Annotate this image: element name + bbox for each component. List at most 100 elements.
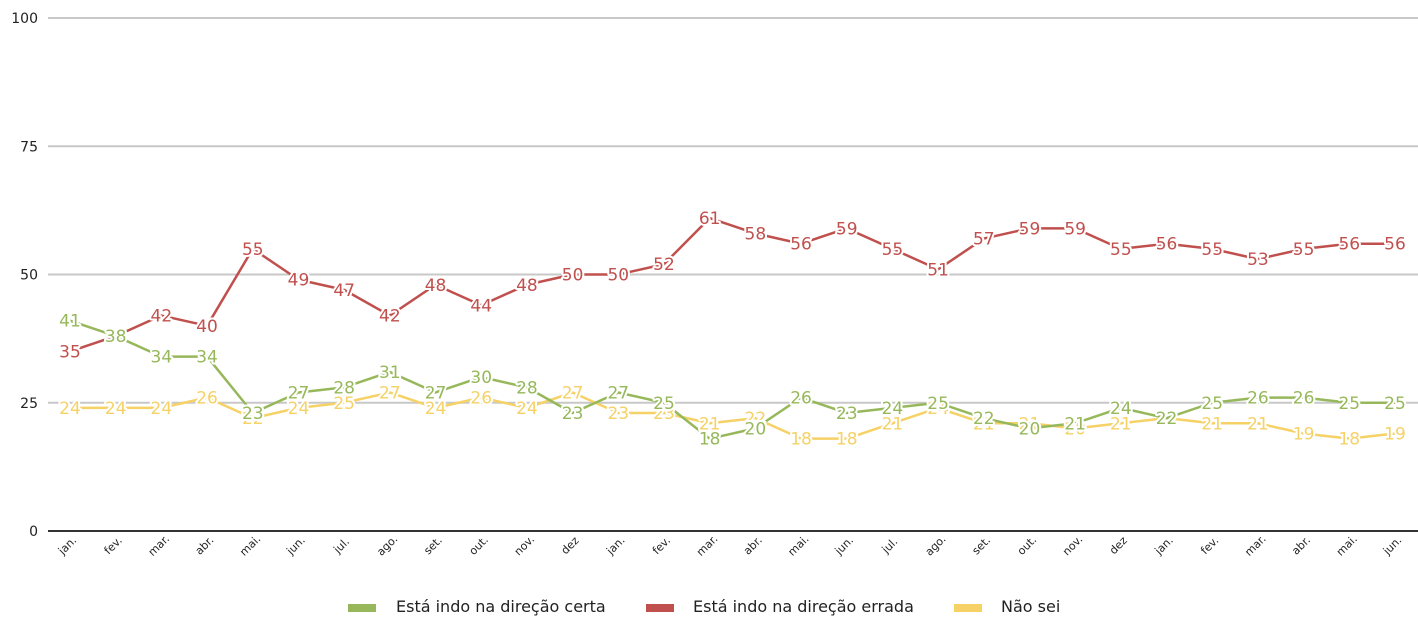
data-label: 18	[836, 430, 858, 450]
data-label: 26	[1293, 389, 1315, 409]
data-label: 42	[151, 307, 173, 327]
data-label: 57	[973, 230, 995, 250]
x-tick-label: abr.	[1289, 534, 1313, 558]
data-label: 48	[425, 276, 447, 296]
data-label: 21	[882, 414, 904, 434]
data-label: 19	[1384, 425, 1406, 445]
data-label: 50	[607, 266, 629, 286]
x-tick-label: mai.	[785, 532, 811, 558]
data-label: 24	[288, 399, 310, 419]
x-tick-label: mar.	[694, 532, 720, 558]
x-tick-label: jun.	[1380, 534, 1404, 558]
data-label: 22	[973, 409, 995, 429]
x-tick-label: nov.	[1060, 533, 1085, 558]
data-label: 41	[59, 312, 81, 332]
data-label: 20	[745, 419, 767, 439]
data-label: 51	[927, 260, 949, 280]
x-tick-label: abr.	[741, 534, 765, 558]
data-label: 22	[1156, 409, 1178, 429]
data-label: 53	[1247, 250, 1269, 270]
y-tick-label: 25	[20, 396, 38, 412]
data-label: 26	[790, 389, 812, 409]
x-tick-label: jan.	[1152, 534, 1176, 558]
data-label: 61	[699, 209, 721, 229]
data-label: 56	[1384, 235, 1406, 255]
data-label: 35	[59, 342, 81, 362]
data-label: 23	[836, 404, 858, 424]
data-label: 24	[151, 399, 173, 419]
x-tick-label: mar.	[1242, 532, 1268, 558]
x-tick-label: abr.	[193, 534, 217, 558]
data-label: 55	[1110, 240, 1132, 260]
y-tick-label: 0	[29, 524, 38, 540]
x-tick-label: ago.	[923, 533, 949, 559]
y-tick-label: 75	[20, 139, 38, 155]
data-label: 18	[790, 430, 812, 450]
data-label: 28	[333, 378, 355, 398]
data-label: 27	[607, 383, 629, 403]
series-line	[69, 319, 1395, 440]
data-label: 38	[105, 327, 127, 347]
data-label: 20	[1064, 419, 1086, 439]
x-tick-label: mai.	[1334, 532, 1360, 558]
data-label: 23	[607, 404, 629, 424]
data-label: 24	[516, 399, 538, 419]
y-tick-label: 100	[11, 11, 38, 27]
x-tick-label: jun.	[283, 534, 307, 558]
data-label: 55	[1293, 240, 1315, 260]
data-label: 22	[242, 409, 264, 429]
data-label: 21	[973, 414, 995, 434]
x-tick-label: dez	[559, 534, 582, 557]
data-label: 59	[836, 219, 858, 239]
data-label: 55	[882, 240, 904, 260]
data-label: 25	[653, 394, 675, 414]
data-label: 27	[379, 383, 401, 403]
data-label: 25	[1384, 394, 1406, 414]
data-label: 40	[196, 317, 218, 337]
data-label: 26	[470, 389, 492, 409]
x-tick-label: dez	[1107, 534, 1130, 557]
data-label: 24	[59, 399, 81, 419]
data-label: 42	[379, 307, 401, 327]
data-label: 58	[745, 224, 767, 244]
x-tick-label: set.	[421, 534, 445, 558]
data-label: 24	[105, 399, 127, 419]
data-label: 26	[1247, 389, 1269, 409]
data-label: 59	[1064, 219, 1086, 239]
data-label: 21	[1019, 414, 1041, 434]
x-tick-label: fev.	[1198, 534, 1221, 557]
data-label: 23	[242, 404, 264, 424]
legend-label: Não sei	[1001, 597, 1060, 616]
data-label: 34	[151, 348, 173, 368]
data-label: 21	[1064, 414, 1086, 434]
data-label: 56	[790, 235, 812, 255]
legend-swatch	[646, 604, 674, 612]
data-label: 22	[1156, 409, 1178, 429]
y-tick-label: 50	[20, 268, 38, 284]
data-label: 27	[425, 383, 447, 403]
legend-swatch	[348, 604, 376, 612]
data-label: 34	[196, 348, 218, 368]
data-label: 56	[1156, 235, 1178, 255]
data-label: 18	[699, 430, 721, 450]
data-label: 21	[699, 414, 721, 434]
x-tick-label: jan.	[603, 534, 627, 558]
data-label: 48	[516, 276, 538, 296]
data-label: 56	[1338, 235, 1360, 255]
data-label: 27	[562, 383, 584, 403]
x-tick-label: out.	[1015, 533, 1039, 557]
data-label: 28	[516, 378, 538, 398]
x-tick-label: jul.	[879, 535, 901, 557]
x-tick-label: mai.	[237, 532, 263, 558]
data-label: 55	[242, 240, 264, 260]
x-tick-label: out.	[467, 533, 491, 557]
x-tick-label: fev.	[650, 534, 673, 557]
data-label: 20	[1019, 419, 1041, 439]
data-label: 21	[1110, 414, 1132, 434]
data-label: 24	[927, 399, 949, 419]
data-label: 24	[882, 399, 904, 419]
data-label: 22	[745, 409, 767, 429]
data-label: 24	[1110, 399, 1132, 419]
data-label: 38	[105, 327, 127, 347]
x-tick-label: fev.	[102, 534, 125, 557]
